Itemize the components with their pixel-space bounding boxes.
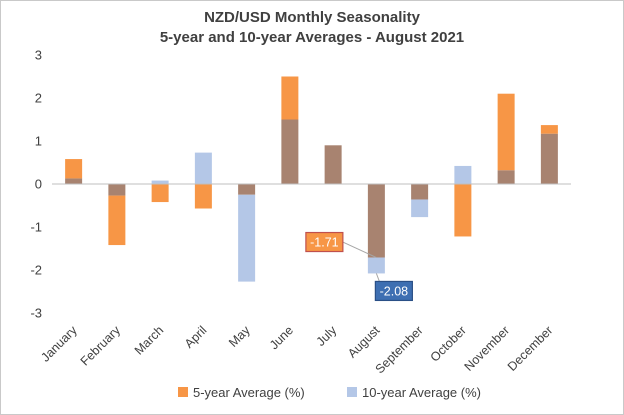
y-tick-label: -2 <box>30 263 42 278</box>
ten-year-bar-may <box>238 194 256 282</box>
callout-leader-line <box>375 273 380 282</box>
legend-label-five-year: 5-year Average (%) <box>193 385 305 400</box>
legend-swatch-five-year <box>178 387 188 397</box>
legend: 5-year Average (%) 10-year Average (%) <box>178 385 481 400</box>
y-tick-label: 1 <box>35 134 42 149</box>
x-tick-label-august: August <box>345 323 383 361</box>
x-tick-label-november: November <box>462 323 513 374</box>
x-tick-label-march: March <box>132 323 166 357</box>
overlap-bar-august <box>367 184 385 258</box>
five-year-bar-june <box>281 76 299 120</box>
y-tick-label: -3 <box>30 306 42 321</box>
x-tick-label-february: February <box>78 323 124 369</box>
x-tick-label-april: April <box>182 323 210 351</box>
overlap-bar-february <box>108 184 126 196</box>
callout-label: -2.08 <box>380 284 409 298</box>
x-tick-label-december: December <box>505 323 556 374</box>
five-year-bar-january <box>65 159 83 179</box>
x-tick-label-july: July <box>314 323 340 349</box>
y-tick-label: -1 <box>30 220 42 235</box>
overlap-bar-november <box>497 170 515 184</box>
overlap-bar-june <box>281 119 299 184</box>
ten-year-bar-april <box>194 152 212 184</box>
legend-swatch-ten-year <box>347 387 357 397</box>
legend-label-ten-year: 10-year Average (%) <box>362 385 481 400</box>
overlap-bar-july <box>324 145 342 184</box>
x-tick-label-june: June <box>267 323 296 352</box>
y-tick-label: 0 <box>35 177 42 192</box>
five-year-bar-november <box>497 93 515 171</box>
callout-box <box>374 280 413 302</box>
overlap-bar-september <box>411 184 429 200</box>
chart-subtitle: 5-year and 10-year Averages - August 202… <box>160 29 464 46</box>
y-tick-label: 3 <box>35 48 42 63</box>
ten-year-bar-august <box>367 257 385 274</box>
five-year-bar-february <box>108 195 126 246</box>
overlap-bar-may <box>238 184 256 195</box>
y-axis-ticks: 3 2 1 0 -1 -2 -3 <box>30 48 42 321</box>
overlap-bar-january <box>65 178 83 184</box>
overlap-bar-december <box>540 133 558 184</box>
five-year-bar-october <box>454 184 472 237</box>
x-tick-label-january: January <box>38 323 80 365</box>
x-tick-label-may: May <box>226 323 253 350</box>
chart-title: NZD/USD Monthly Seasonality <box>204 9 421 26</box>
five-year-bar-april <box>194 184 212 209</box>
ten-year-bar-march <box>151 180 169 184</box>
callout-label: -1.71 <box>310 236 339 250</box>
x-tick-label-september: September <box>373 323 426 376</box>
five-year-bar-march <box>151 184 169 203</box>
y-tick-label: 2 <box>35 91 42 106</box>
data-callouts: -1.71 -2.08 <box>305 231 413 302</box>
five-year-bar-december <box>540 125 558 134</box>
bars <box>65 76 558 282</box>
x-tick-label-october: October <box>428 323 469 364</box>
callout-leader-line <box>342 241 377 258</box>
callout-box <box>305 231 344 253</box>
ten-year-bar-september <box>411 199 429 218</box>
ten-year-bar-october <box>454 165 472 184</box>
